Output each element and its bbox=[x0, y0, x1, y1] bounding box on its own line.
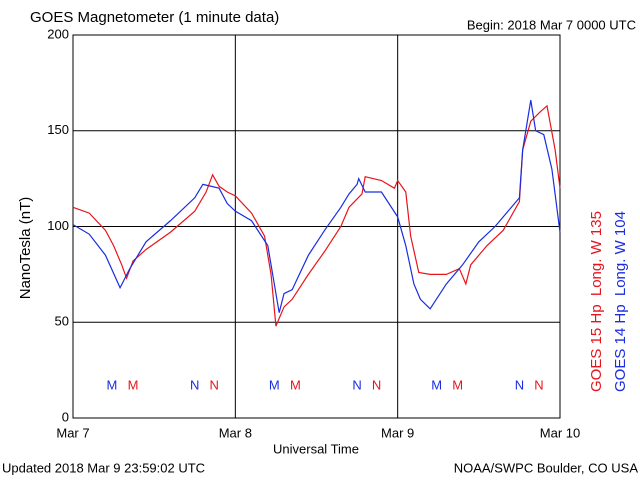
chart-subtitle: Begin: 2018 Mar 7 0000 UTC bbox=[467, 17, 636, 32]
annotation: M bbox=[107, 377, 118, 392]
y-tick-label: 0 bbox=[62, 409, 69, 424]
data-line bbox=[72, 104, 561, 327]
annotation: N bbox=[190, 377, 199, 392]
y-tick-label: 100 bbox=[47, 218, 69, 233]
annotation: M bbox=[431, 377, 442, 392]
chart-title: GOES Magnetometer (1 minute data) bbox=[30, 9, 279, 26]
x-axis-label: Universal Time bbox=[273, 441, 359, 456]
annotation: M bbox=[128, 377, 139, 392]
annotation: N bbox=[352, 377, 361, 392]
legend-entry: GOES 15 Hp Long. W 135 bbox=[588, 211, 605, 392]
annotation: N bbox=[534, 377, 543, 392]
legend-entry: GOES 14 Hp Long. W 104 bbox=[612, 211, 629, 392]
footer-left: Updated 2018 Mar 9 23:59:02 UTC bbox=[2, 460, 205, 475]
y-axis-label: NanoTesla (nT) bbox=[17, 197, 34, 300]
y-tick-label: 50 bbox=[55, 314, 69, 329]
y-tick-label: 200 bbox=[47, 26, 69, 41]
annotation: N bbox=[372, 377, 381, 392]
x-tick-label: Mar 8 bbox=[219, 425, 252, 440]
x-tick-label: Mar 7 bbox=[56, 425, 89, 440]
annotation: M bbox=[290, 377, 301, 392]
annotation: M bbox=[452, 377, 463, 392]
y-tick-label: 150 bbox=[47, 122, 69, 137]
annotation: N bbox=[515, 377, 524, 392]
x-tick-label: Mar 10 bbox=[540, 425, 580, 440]
annotation: M bbox=[269, 377, 280, 392]
footer-right: NOAA/SWPC Boulder, CO USA bbox=[454, 460, 639, 475]
annotation: N bbox=[210, 377, 219, 392]
data-line bbox=[72, 100, 561, 313]
x-tick-label: Mar 9 bbox=[381, 425, 414, 440]
